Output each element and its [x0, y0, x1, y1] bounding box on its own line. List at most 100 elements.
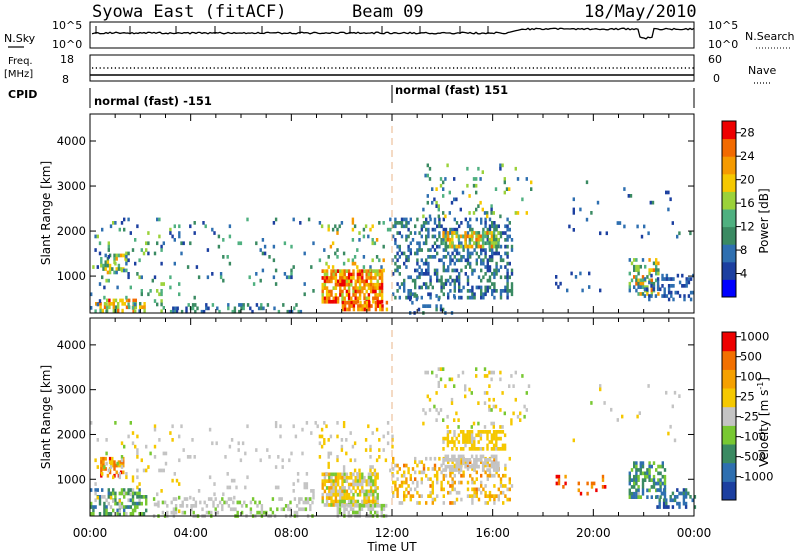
- heatmap-cell: [373, 468, 377, 473]
- heatmap-cell: [459, 207, 462, 212]
- heatmap-cell: [132, 302, 135, 306]
- heatmap-cell: [104, 456, 107, 461]
- heatmap-cell: [392, 494, 395, 498]
- colorbar-swatch: [722, 332, 736, 352]
- heatmap-cell: [667, 431, 670, 436]
- heatmap-cell: [442, 217, 445, 222]
- heatmap-cell: [425, 285, 428, 290]
- heatmap-cell: [117, 263, 121, 268]
- heatmap-cell: [446, 440, 450, 444]
- heatmap-cell: [446, 433, 450, 438]
- heatmap-cell: [466, 458, 469, 462]
- heatmap-cell: [280, 497, 283, 501]
- heatmap-cell: [523, 404, 526, 409]
- heatmap-cell: [310, 431, 313, 435]
- heatmap-cell: [506, 234, 509, 239]
- heatmap-cell: [480, 490, 483, 495]
- heatmap-cell: [347, 289, 351, 294]
- heatmap-cell: [451, 244, 454, 249]
- heatmap-cell: [676, 273, 680, 278]
- heatmap-cell: [484, 224, 487, 229]
- heatmap-cell: [499, 477, 503, 481]
- heatmap-cell: [174, 510, 178, 515]
- heatmap-cell: [486, 261, 489, 266]
- heatmap-cell: [336, 510, 339, 515]
- heatmap-cell: [488, 285, 492, 290]
- heatmap-cell: [328, 479, 331, 483]
- heatmap-cell: [350, 304, 353, 308]
- heatmap-cell: [153, 427, 157, 432]
- heatmap-cell: [648, 294, 651, 298]
- heatmap-cell: [211, 227, 214, 232]
- heatmap-cell: [435, 408, 438, 412]
- heatmap-cell: [323, 296, 327, 301]
- heatmap-cell: [497, 244, 500, 249]
- heatmap-cell: [325, 496, 329, 500]
- heatmap-cell: [320, 427, 324, 432]
- heatmap-cell: [202, 309, 206, 314]
- heatmap-cell: [418, 272, 421, 276]
- heatmap-cell: [455, 248, 459, 252]
- heatmap-cell: [665, 190, 668, 195]
- heatmap-cell: [495, 227, 498, 232]
- heatmap-cell: [420, 272, 423, 276]
- heatmap-cell: [472, 177, 476, 181]
- heatmap-cell: [453, 248, 456, 252]
- heatmap-cell: [633, 258, 636, 262]
- heatmap-cell: [442, 211, 445, 215]
- heatmap-cell: [341, 300, 345, 305]
- heatmap-cell: [641, 461, 645, 465]
- colorbar-tick-label: 4: [740, 267, 747, 281]
- heatmap-cell: [170, 510, 173, 515]
- heatmap-cell: [218, 309, 221, 314]
- heatmap-cell: [298, 497, 301, 501]
- heatmap-cell: [433, 268, 437, 273]
- nave-tick-high: 60: [708, 53, 722, 66]
- colorbar-tick-label: 8: [740, 243, 747, 257]
- heatmap-cell: [492, 244, 496, 249]
- heatmap-cell: [499, 166, 502, 171]
- heatmap-cell: [682, 488, 686, 492]
- heatmap-cell: [451, 241, 454, 245]
- heatmap-cell: [367, 472, 371, 477]
- heatmap-cell: [451, 436, 454, 441]
- heatmap-cell: [342, 421, 346, 425]
- heatmap-cell: [197, 275, 201, 280]
- heatmap-cell: [328, 276, 331, 280]
- velocity-heatmap: [90, 367, 697, 518]
- heatmap-cell: [327, 265, 330, 269]
- heatmap-cell: [360, 503, 364, 508]
- heatmap-cell: [673, 390, 677, 395]
- heatmap-cell: [376, 475, 379, 480]
- heatmap-cell: [455, 436, 458, 441]
- heatmap-cell: [659, 464, 662, 469]
- heatmap-cell: [658, 488, 661, 492]
- heatmap-cell: [433, 272, 437, 276]
- heatmap-cell: [635, 278, 638, 283]
- heatmap-cell: [504, 494, 507, 498]
- heatmap-cell: [425, 217, 428, 222]
- heatmap-cell: [453, 261, 456, 266]
- heatmap-cell: [493, 227, 496, 232]
- heatmap-cell: [440, 238, 443, 242]
- heatmap-cell: [506, 224, 509, 229]
- heatmap-cell: [379, 307, 382, 312]
- heatmap-cell: [643, 224, 646, 229]
- heatmap-cell: [368, 307, 371, 312]
- heatmap-cell: [108, 470, 112, 475]
- heatmap-cell: [442, 234, 445, 239]
- heatmap-cell: [147, 465, 150, 469]
- heatmap-cell: [492, 433, 496, 438]
- heatmap-cell: [193, 221, 196, 225]
- heatmap-cell: [242, 303, 245, 307]
- heatmap-cell: [457, 244, 461, 249]
- heatmap-cell: [455, 231, 458, 235]
- heatmap-cell: [336, 231, 339, 235]
- heatmap-cell: [482, 275, 485, 280]
- heatmap-cell: [374, 489, 377, 494]
- heatmap-cell: [240, 303, 243, 307]
- heatmap-cell: [374, 304, 378, 308]
- heatmap-cell: [158, 438, 161, 442]
- heatmap-cell: [656, 488, 659, 492]
- heatmap-cell: [345, 507, 348, 511]
